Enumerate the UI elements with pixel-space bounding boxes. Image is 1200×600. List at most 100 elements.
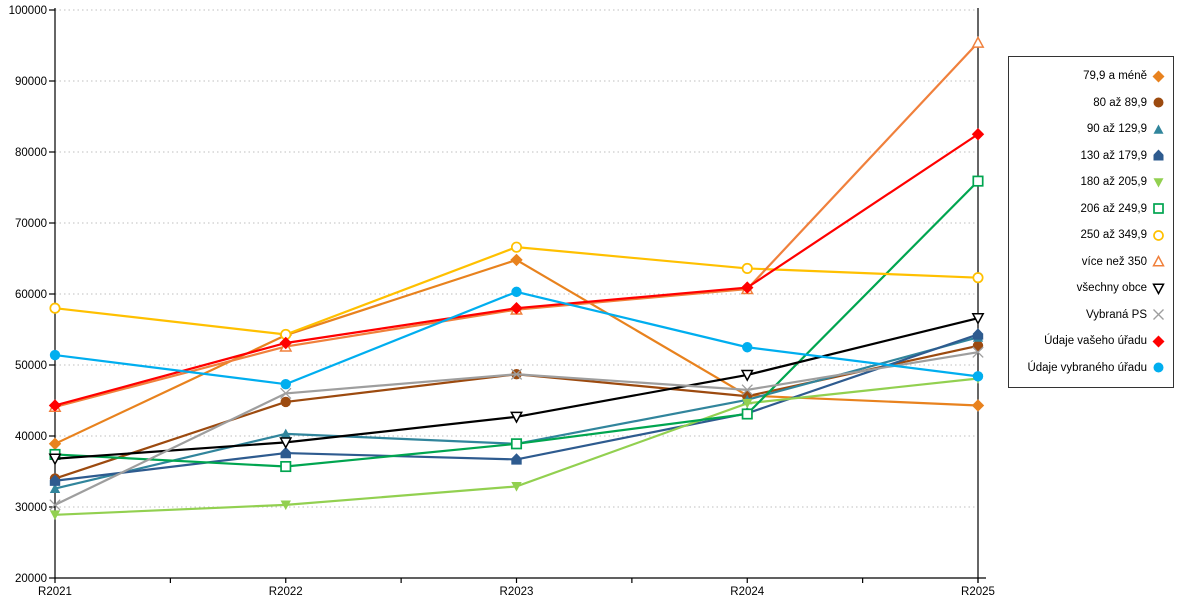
data-point-marker [48, 399, 62, 412]
legend-item-label: více než 350 [1081, 255, 1147, 268]
data-point-marker [49, 483, 61, 493]
legend-item-label: 80 až 89,9 [1093, 96, 1147, 109]
data-point-marker [510, 368, 523, 380]
x-axis-label: R2021 [38, 586, 72, 598]
data-point-marker [1153, 229, 1164, 241]
data-point-marker [1152, 283, 1165, 295]
legend-marker-icon [1152, 255, 1165, 267]
data-point-marker [740, 369, 754, 382]
legend-item: 80 až 89,9 [1009, 96, 1173, 109]
data-point-marker [1153, 362, 1164, 373]
data-point-marker [741, 408, 753, 420]
legend-marker-icon [1152, 283, 1165, 295]
legend-item-label: Údaje vašeho úřadu [1044, 335, 1147, 348]
legend-item-label: Údaje vybraného úřadu [1027, 361, 1147, 374]
data-point-marker [1152, 70, 1165, 83]
data-point-marker [742, 398, 753, 409]
data-point-marker [49, 474, 61, 486]
data-point-marker [49, 302, 61, 314]
series-group [49, 286, 984, 390]
data-point-marker [971, 128, 985, 141]
legend-item: Údaje vybraného úřadu [1009, 361, 1173, 374]
legend-item-label: 90 až 129,9 [1086, 123, 1147, 136]
legend-item: Údaje vašeho úřadu [1009, 335, 1173, 348]
legend-item-label: 180 až 205,9 [1080, 176, 1147, 189]
data-point-marker [280, 396, 291, 408]
data-point-marker [971, 312, 985, 325]
legend-item: všechny obce [1009, 282, 1173, 295]
data-point-marker [279, 336, 292, 350]
legend-item-label: 250 až 349,9 [1080, 229, 1147, 242]
legend-item: více než 350 [1009, 255, 1173, 268]
data-point-marker [742, 342, 753, 353]
y-axis-label: 70000 [15, 218, 47, 230]
x-axis-label: R2023 [500, 586, 534, 598]
data-point-marker [49, 499, 61, 511]
data-point-marker [972, 371, 984, 382]
data-point-marker [510, 253, 523, 267]
legend-item: 206 až 249,9 [1009, 202, 1173, 215]
data-point-marker [1152, 335, 1165, 348]
legend-marker-icon [1153, 229, 1164, 241]
data-point-marker [972, 346, 984, 358]
series-group [48, 128, 985, 412]
data-point-marker [1153, 124, 1164, 134]
legend-item-label: Vybraná PS [1086, 308, 1147, 321]
y-axis-label: 40000 [15, 431, 47, 443]
y-axis-label: 80000 [15, 147, 47, 159]
legend-marker-icon [1153, 362, 1164, 373]
legend-item: 90 až 129,9 [1009, 123, 1173, 136]
data-point-marker [1153, 178, 1164, 188]
legend-marker-icon [1153, 149, 1164, 161]
data-point-marker [49, 349, 61, 361]
data-point-marker [972, 175, 984, 187]
data-point-marker [1153, 97, 1164, 108]
data-point-marker [971, 35, 985, 48]
x-axis-label: R2024 [730, 586, 764, 598]
data-point-marker [510, 438, 523, 450]
legend-item-label: 206 až 249,9 [1080, 202, 1147, 215]
data-point-marker [741, 281, 754, 294]
y-axis-label: 20000 [15, 573, 47, 585]
data-point-marker [1153, 309, 1164, 321]
legend-item: 79,9 a méně [1009, 70, 1173, 83]
data-point-marker [48, 453, 62, 466]
data-point-marker [741, 384, 753, 396]
data-point-marker [280, 387, 292, 400]
legend-marker-icon [1153, 309, 1164, 321]
legend-marker-icon [1153, 178, 1164, 188]
data-point-marker [511, 481, 522, 492]
x-axis-label: R2022 [269, 586, 303, 598]
data-point-marker [1153, 149, 1164, 161]
series-group [49, 374, 984, 521]
data-point-marker [280, 500, 291, 511]
data-point-marker [510, 411, 523, 424]
chart-legend: 79,9 a méně 80 až 89,9 90 až 129,9 130 až 1… [1008, 56, 1174, 388]
legend-item: 250 až 349,9 [1009, 229, 1173, 242]
data-point-marker [972, 272, 984, 284]
legend-item: 180 až 205,9 [1009, 176, 1173, 189]
legend-marker-icon [1152, 70, 1165, 83]
series-line [54, 133, 979, 407]
data-point-marker [972, 328, 984, 340]
series-group [49, 346, 984, 511]
legend-marker-icon [1153, 97, 1164, 108]
y-axis-label: 50000 [15, 360, 47, 372]
data-point-marker [971, 399, 985, 412]
data-point-marker [510, 241, 523, 253]
data-point-marker [280, 378, 291, 390]
data-point-marker [279, 437, 293, 450]
data-point-marker [741, 262, 753, 274]
legend-item-label: všechny obce [1076, 282, 1147, 295]
data-point-marker [1152, 255, 1165, 267]
data-point-marker [510, 302, 523, 315]
legend-item-label: 79,9 a méně [1083, 70, 1147, 83]
y-axis-label: 30000 [15, 502, 47, 514]
legend-item-label: 130 až 179,9 [1080, 149, 1147, 162]
data-point-marker [511, 286, 522, 298]
x-axis-label: R2025 [961, 586, 995, 598]
data-point-marker [280, 446, 291, 459]
data-point-marker [280, 460, 292, 473]
legend-marker-icon [1153, 203, 1164, 215]
